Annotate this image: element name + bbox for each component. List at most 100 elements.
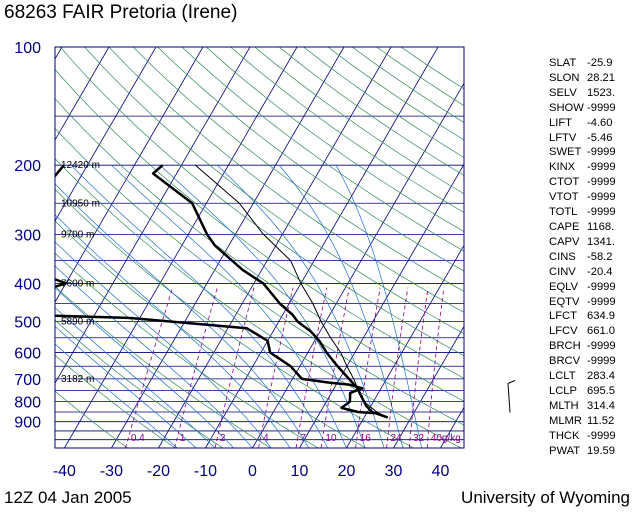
index-value: 283.4 (587, 370, 615, 383)
temperature-tick-label: -30 (100, 463, 123, 480)
isotherm-line (158, 47, 392, 448)
index-value: -9999 (587, 191, 616, 204)
moist-adiabat-line (217, 164, 385, 448)
index-value: 661.0 (587, 325, 615, 338)
dry-adiabat-line (55, 68, 464, 379)
index-value: -25.9 (587, 57, 613, 69)
index-value: -5.46 (587, 131, 613, 144)
isotherm-line (64, 47, 298, 448)
dry-adiabat-line (230, 47, 464, 213)
index-row: SLON 28.21 (549, 71, 616, 86)
isotherm-line (346, 244, 464, 448)
chart-title: 68263 FAIR Pretoria (Irene) (4, 2, 238, 23)
isotherm-line (252, 82, 464, 448)
pressure-tick-label: 400 (14, 276, 41, 293)
dry-adiabat-line (55, 188, 414, 448)
index-row: EQTV -9999 (549, 295, 616, 310)
mixing-ratio-line (174, 287, 218, 448)
index-value: -9999 (587, 429, 616, 442)
temperature-tick-label: 20 (338, 463, 356, 480)
mixing-ratio-line (125, 287, 173, 448)
index-value: -58.2 (587, 250, 613, 263)
index-name: LCLP (549, 384, 577, 397)
height-label: 10950 m (61, 198, 100, 209)
index-value: -9999 (587, 280, 616, 293)
index-row: LFCV 661.0 (549, 324, 616, 339)
index-value: 695.5 (587, 384, 615, 397)
index-name: SWET (549, 146, 582, 159)
mixing-ratio-label: 0.4 (131, 433, 145, 444)
index-name: SHOW (549, 101, 584, 114)
moist-adiabat-line (55, 183, 310, 448)
index-value: -9999 (587, 355, 616, 368)
pressure-tick-label: 500 (14, 314, 41, 331)
mixing-ratio-line (386, 287, 409, 448)
index-name: CINS (549, 250, 576, 263)
index-name: BRCV (549, 355, 581, 368)
index-value: 1523. (587, 86, 615, 99)
isotherm-line (55, 47, 204, 303)
dry-adiabat-line (157, 47, 464, 272)
index-name: PWAT (549, 444, 581, 457)
height-label: 12420 m (61, 160, 100, 171)
index-row: VTOT -9999 (549, 190, 616, 205)
dry-adiabat-line (132, 47, 464, 292)
moist-adiabat-line (55, 265, 253, 448)
index-value: 1168. (587, 220, 615, 233)
isotherm-line (111, 47, 345, 448)
index-row: KINX -9999 (549, 160, 616, 175)
mixing-ratio-label: 24 (390, 433, 402, 444)
parcel-line (195, 164, 388, 418)
temperature-tick-label: 10 (291, 463, 309, 480)
index-row: MLTH 314.4 (549, 399, 616, 414)
pressure-tick-label: 700 (14, 372, 41, 389)
moist-adiabat-line (55, 287, 234, 448)
temperature-tick-label: -20 (147, 463, 170, 480)
dry-adiabat-line (55, 252, 319, 448)
index-value: -9999 (587, 176, 616, 189)
index-name: THCK (549, 429, 580, 442)
mixing-ratio-label: 7 (300, 433, 306, 444)
index-row: SELV 1523. (549, 86, 616, 101)
height-label: 9700 m (61, 229, 94, 240)
index-value: 11.52 (587, 414, 615, 427)
index-row: THCK -9999 (549, 429, 616, 444)
moist-adiabat-line (159, 164, 366, 448)
moist-adiabat-line (55, 325, 197, 448)
index-name: CAPV (549, 235, 580, 248)
temperature-tick-label: -40 (53, 463, 76, 480)
moist-adiabat-line (55, 307, 216, 448)
temperature-tick-label: 40 (432, 463, 450, 480)
index-row: BRCH -9999 (549, 339, 616, 354)
index-name: LFCT (549, 310, 577, 323)
index-name: EQTV (549, 295, 580, 308)
dry-adiabat-line (55, 390, 128, 448)
index-row: LIFT -4.60 (549, 116, 616, 131)
index-name: SELV (549, 86, 577, 99)
index-row: CTOT -9999 (549, 175, 616, 190)
temperature-tick-label: -10 (194, 463, 217, 480)
dry-adiabat-line (84, 47, 464, 335)
sounding-time: 12Z 04 Jan 2005 (4, 488, 132, 507)
height-label: 5890 m (61, 316, 94, 327)
moist-adiabat-line (70, 164, 328, 448)
pressure-tick-label: 200 (14, 158, 41, 175)
index-name: KINX (549, 161, 576, 174)
isotherm-line (393, 325, 464, 448)
index-name: SLON (549, 71, 580, 84)
index-value: -9999 (587, 101, 616, 114)
dry-adiabat-line (181, 47, 464, 252)
index-row: CINS -58.2 (549, 250, 616, 265)
isotherm-line (55, 47, 157, 222)
index-row: SHOW -9999 (549, 101, 616, 116)
plot-frame (54, 46, 465, 449)
moist-adiabat-line (278, 164, 404, 448)
index-row: CAPV 1341. (549, 235, 616, 250)
dry-adiabat-line (55, 220, 366, 448)
index-name: CINV (549, 265, 576, 278)
wind-barb-flag (507, 380, 516, 384)
wind-barb (507, 380, 516, 413)
index-value: -9999 (587, 340, 616, 353)
temperature-tick-label: 0 (248, 463, 257, 480)
